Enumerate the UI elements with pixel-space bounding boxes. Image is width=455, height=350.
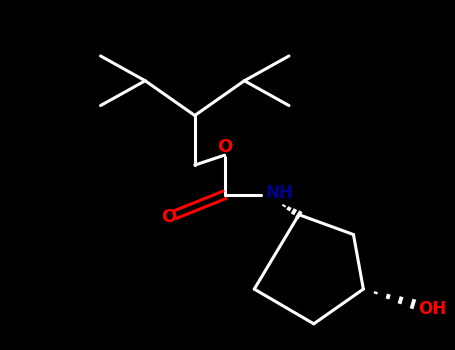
Text: O: O [217,138,232,156]
Text: OH: OH [418,300,446,318]
Text: O: O [162,208,177,226]
Text: NH: NH [265,184,293,202]
